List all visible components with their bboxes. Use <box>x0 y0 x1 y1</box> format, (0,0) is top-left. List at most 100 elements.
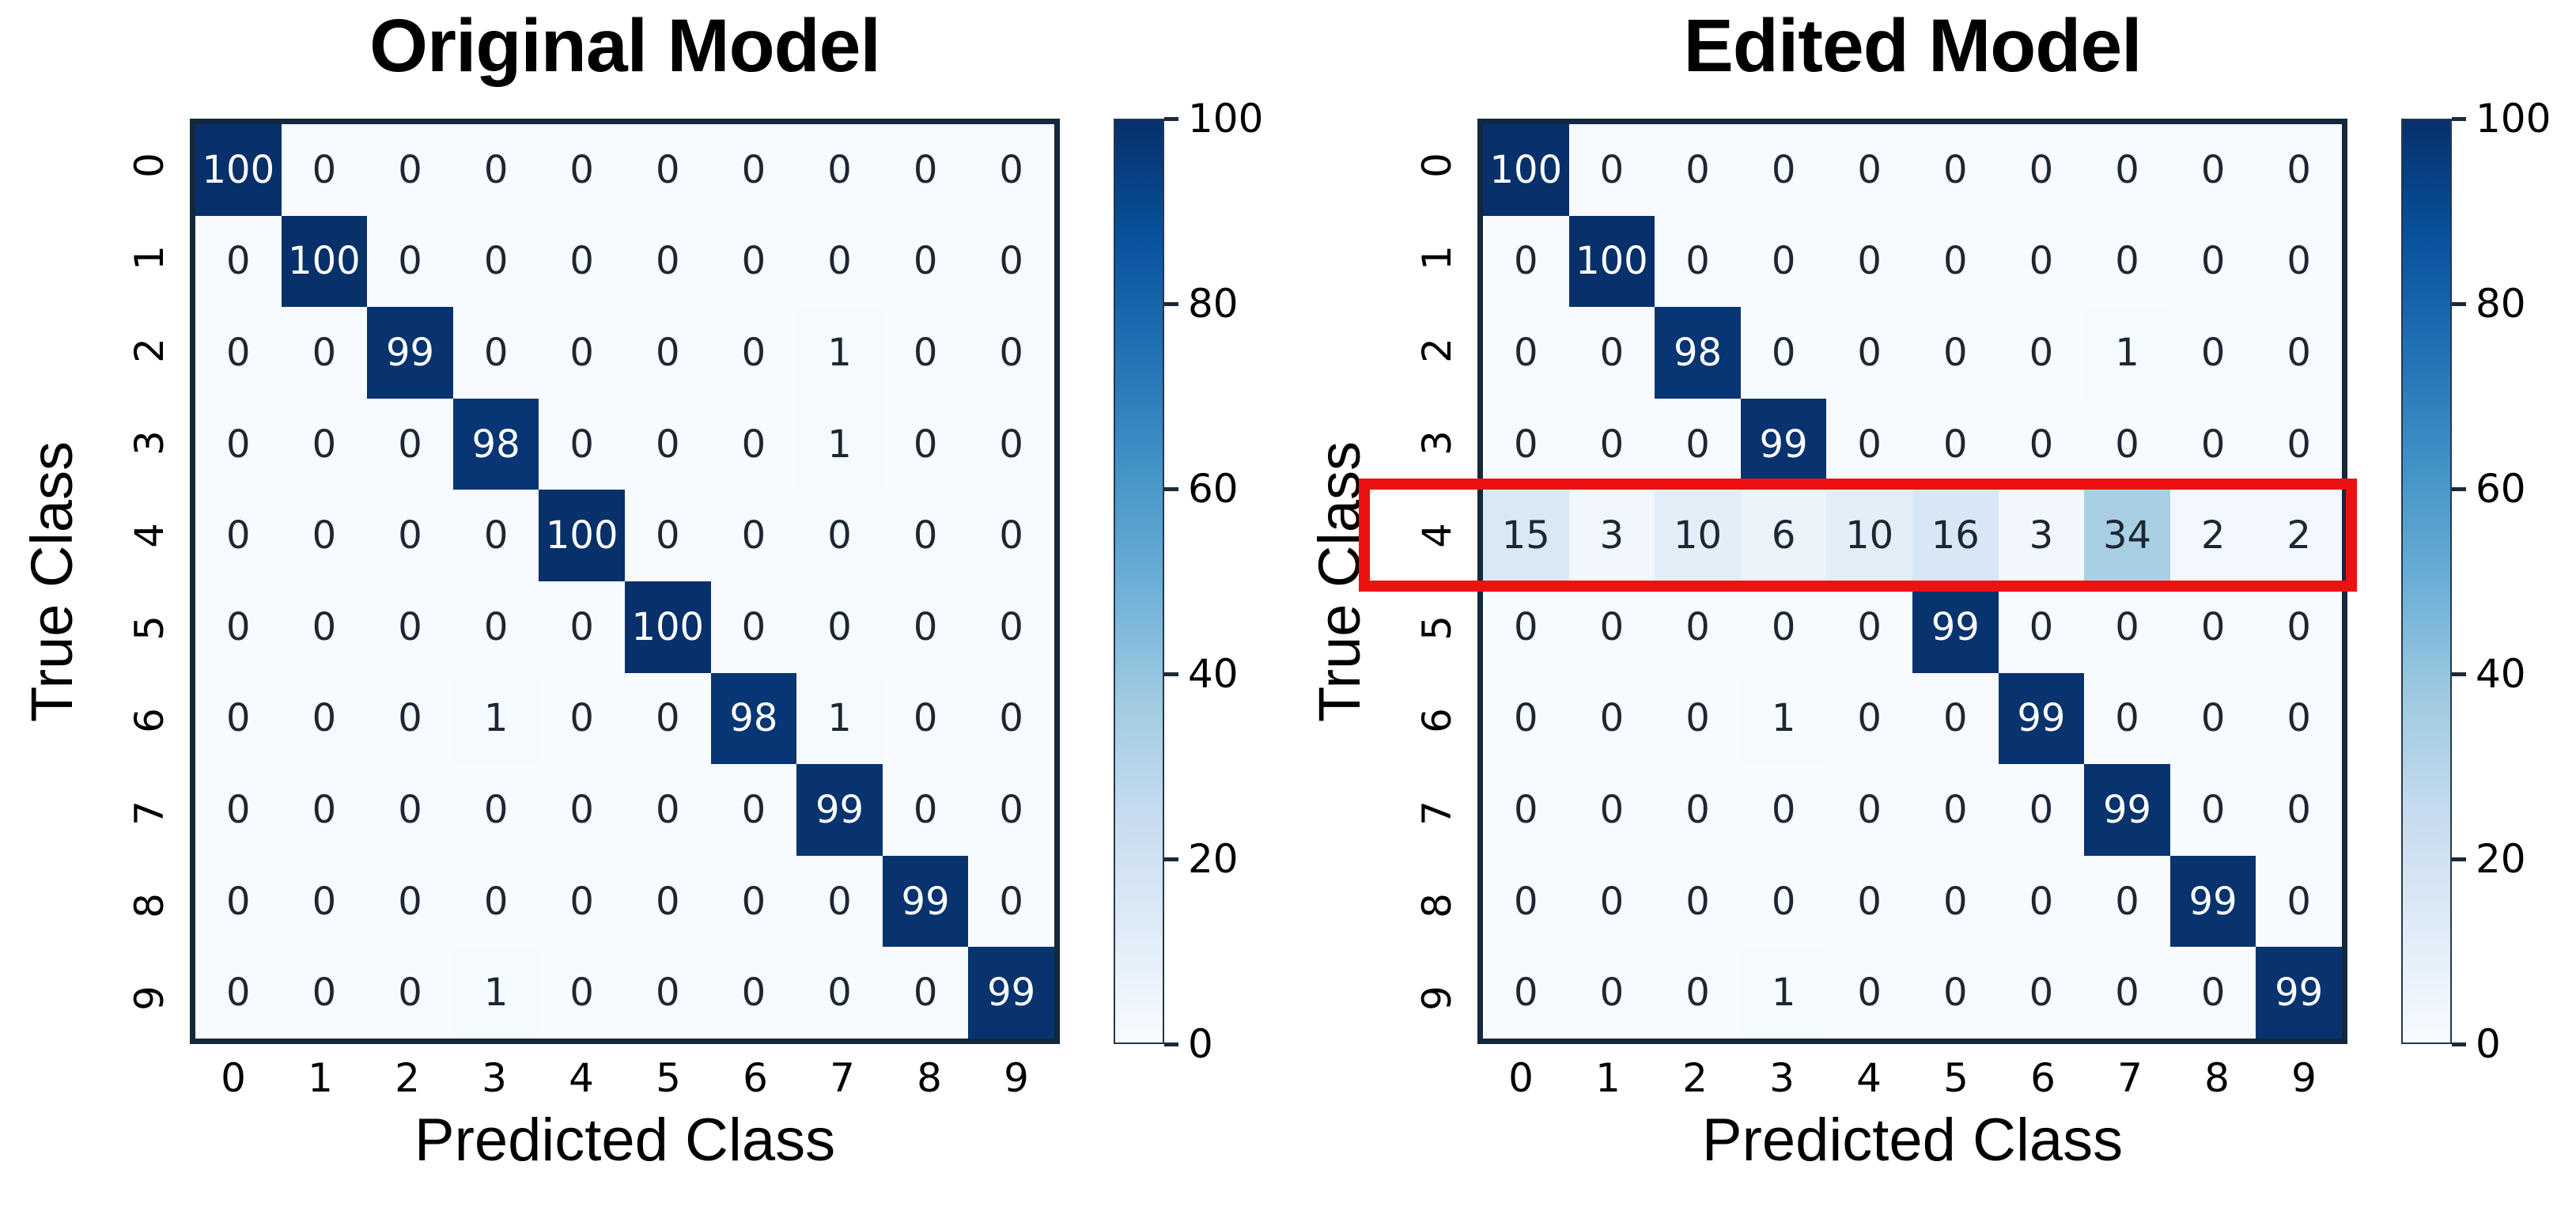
colorbar-tick-mark <box>1164 301 1178 306</box>
colorbar-tick-mark <box>2452 116 2466 121</box>
colorbar-tick: 20 <box>2452 839 2526 879</box>
y-tick-label: 6 <box>127 707 172 733</box>
heatmap-cell: 0 <box>882 581 969 673</box>
y-tick-label: 4 <box>127 522 172 548</box>
heatmap-cell: 100 <box>624 581 711 673</box>
heatmap-cell: 0 <box>281 124 368 216</box>
heatmap-cell: 0 <box>1826 672 1912 765</box>
heatmap-cell: 0 <box>539 764 625 856</box>
heatmap-cell: 0 <box>2256 672 2342 765</box>
heatmap-cell: 0 <box>1483 947 1569 1039</box>
colorbar-tick-label: 40 <box>2476 651 2526 697</box>
heatmap-cell: 0 <box>1655 581 1741 673</box>
heatmap-cell: 0 <box>195 307 282 399</box>
heatmap-cell: 0 <box>452 124 539 216</box>
colorbar-tick: 0 <box>2452 1024 2501 1064</box>
heatmap-cell: 0 <box>1998 855 2085 948</box>
heatmap-cell: 3 <box>1998 490 2085 581</box>
colorbar-tick-mark <box>1164 1042 1178 1046</box>
heatmap-cell: 0 <box>2169 947 2256 1039</box>
heatmap-cell: 0 <box>367 490 453 581</box>
x-tick-label: 9 <box>2291 1055 2317 1101</box>
y-axis-label-text: True Class <box>1307 441 1373 722</box>
x-tick-label: 6 <box>743 1055 768 1101</box>
heatmap-cell: 0 <box>281 398 368 490</box>
colorbar-tick-label: 80 <box>1188 281 1239 327</box>
heatmap-cell: 0 <box>796 581 883 673</box>
y-tick-labels: 0 1 2 3 4 5 6 7 8 9 <box>1403 119 1471 1044</box>
heatmap-cell: 0 <box>1998 764 2085 856</box>
heatmap-cell: 0 <box>1568 307 1655 399</box>
heatmap-cell: 0 <box>1740 307 1827 399</box>
heatmap-cell: 0 <box>195 764 282 856</box>
heatmap-cell: 0 <box>195 215 282 308</box>
heatmap-cell: 0 <box>1998 398 2085 490</box>
heatmap-cell: 0 <box>882 947 969 1039</box>
heatmap-cell: 0 <box>281 307 368 399</box>
colorbar-tick-mark <box>1164 857 1178 861</box>
heatmap-cell: 0 <box>710 398 797 490</box>
heatmap-cell: 0 <box>195 398 282 490</box>
heatmap-cell: 99 <box>2256 947 2342 1039</box>
heatmap-cell: 98 <box>1655 307 1741 399</box>
heatmap-cell: 0 <box>2256 124 2342 216</box>
heatmap-cell: 0 <box>1740 764 1827 856</box>
heatmap-cell: 0 <box>1912 672 1999 765</box>
colorbar-ticks: 100 80 60 40 20 0 <box>2452 99 2576 1064</box>
heatmap-cell: 0 <box>539 398 625 490</box>
heatmap-cell: 0 <box>624 490 711 581</box>
heatmap-cell: 1 <box>452 672 539 765</box>
heatmap-cell: 0 <box>195 581 282 673</box>
chart-title: Original Model <box>369 4 881 88</box>
heatmap-cell: 0 <box>1655 672 1741 765</box>
y-axis-label-text: True Class <box>19 441 85 722</box>
x-tick-label: 9 <box>1004 1055 1029 1101</box>
colorbar-tick: 100 <box>2452 99 2551 138</box>
heatmap-cell: 0 <box>1483 307 1569 399</box>
y-tick-label: 1 <box>127 244 172 271</box>
colorbar-tick-label: 40 <box>1188 651 1239 697</box>
heatmap-cell: 0 <box>2256 581 2342 673</box>
heatmap-cell: 0 <box>281 855 368 948</box>
heatmap-cell: 0 <box>968 672 1054 765</box>
heatmap-cell: 0 <box>882 764 969 856</box>
heatmap-cell: 0 <box>367 764 453 856</box>
heatmap-cell: 0 <box>624 307 711 399</box>
colorbar <box>1114 119 1164 1044</box>
y-tick-label: 3 <box>127 429 172 456</box>
heatmap-cell: 0 <box>968 855 1054 948</box>
heatmap-area: 100 0 0 0 0 0 0 0 0 0 0 100 0 0 0 0 0 0 0 0 0 0 99 0 0 0 0 1 0 0 0 0 0 98… <box>190 119 1060 1044</box>
heatmap-cell: 99 <box>1998 672 2085 765</box>
heatmap-cell: 0 <box>367 581 453 673</box>
colorbar-tick-mark <box>1164 672 1178 676</box>
heatmap-cell: 0 <box>1655 398 1741 490</box>
heatmap-cell: 0 <box>281 672 368 765</box>
heatmap-cell: 0 <box>1483 855 1569 948</box>
heatmap-cell: 0 <box>1483 398 1569 490</box>
heatmap-cell: 0 <box>624 215 711 308</box>
heatmap-cell: 0 <box>1740 124 1827 216</box>
heatmap-cell: 0 <box>539 947 625 1039</box>
heatmap-cell: 0 <box>2084 947 2170 1039</box>
colorbar-tick: 100 <box>1164 99 1263 138</box>
heatmap-cell: 0 <box>1568 764 1655 856</box>
heatmap-cell: 1 <box>1740 947 1827 1039</box>
colorbar-tick: 0 <box>1164 1024 1213 1064</box>
heatmap-cell: 0 <box>710 490 797 581</box>
heatmap-cell: 0 <box>1568 855 1655 948</box>
colorbar-tick-mark <box>1164 486 1178 491</box>
x-tick-label: 8 <box>2204 1055 2230 1101</box>
heatmap-cell: 34 <box>2084 490 2170 581</box>
colorbar-tick-mark <box>2452 486 2466 491</box>
heatmap-cell: 0 <box>452 764 539 856</box>
colorbar-tick: 40 <box>1164 654 1239 694</box>
heatmap-cell: 0 <box>882 490 969 581</box>
heatmap-cell: 0 <box>1826 215 1912 308</box>
x-tick-label: 5 <box>656 1055 681 1101</box>
heatmap-cell: 0 <box>2169 672 2256 765</box>
y-tick-label: 9 <box>1414 985 1460 1011</box>
heatmap-cell: 0 <box>1483 764 1569 856</box>
heatmap-cell: 0 <box>968 490 1054 581</box>
heatmap-cell: 0 <box>1568 947 1655 1039</box>
heatmap-cell: 0 <box>195 855 282 948</box>
